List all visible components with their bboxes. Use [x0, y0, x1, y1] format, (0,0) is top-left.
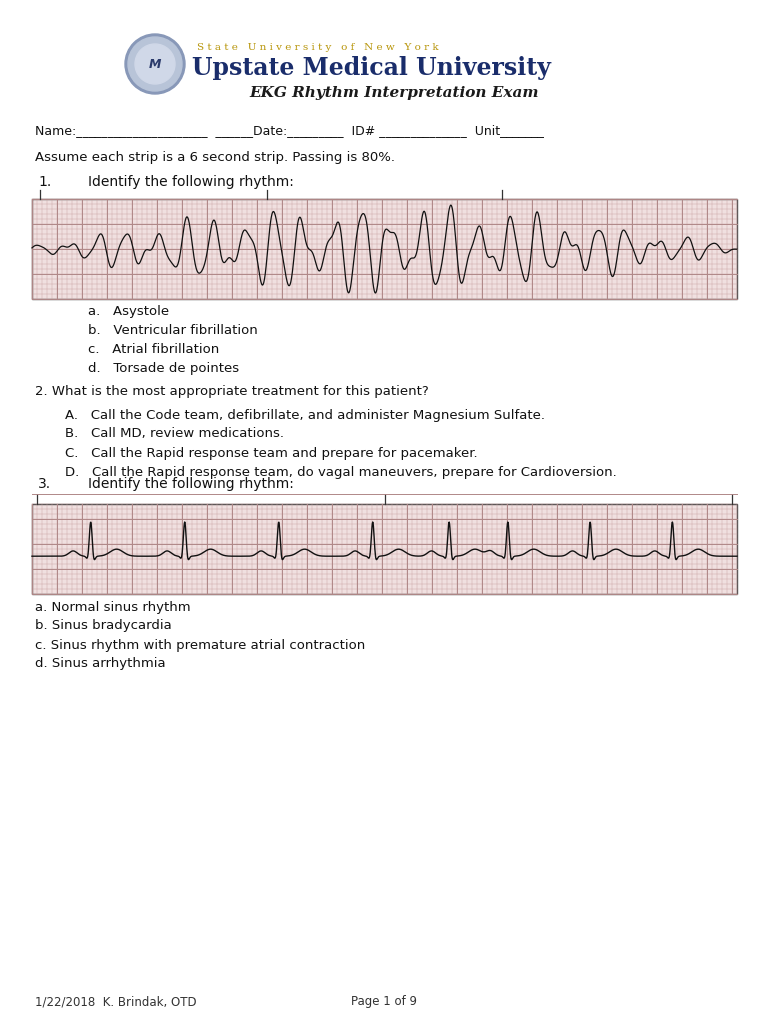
Text: 3.: 3.	[38, 477, 51, 490]
Text: Identify the following rhythm:: Identify the following rhythm:	[88, 477, 294, 490]
Text: d. Sinus arrhythmia: d. Sinus arrhythmia	[35, 657, 166, 671]
Circle shape	[135, 44, 175, 84]
Circle shape	[128, 37, 182, 91]
Text: M: M	[149, 57, 161, 71]
Text: Upstate Medical University: Upstate Medical University	[192, 56, 551, 80]
Circle shape	[125, 34, 185, 94]
Text: EKG Rhythm Interpretation Exam: EKG Rhythm Interpretation Exam	[250, 86, 538, 100]
Text: D.   Call the Rapid response team, do vagal maneuvers, prepare for Cardioversion: D. Call the Rapid response team, do vaga…	[65, 466, 617, 478]
Text: 2. What is the most appropriate treatment for this patient?: 2. What is the most appropriate treatmen…	[35, 385, 429, 398]
Text: A.   Call the Code team, defibrillate, and administer Magnesium Sulfate.: A. Call the Code team, defibrillate, and…	[65, 409, 545, 422]
Text: C.   Call the Rapid response team and prepare for pacemaker.: C. Call the Rapid response team and prep…	[65, 446, 478, 460]
Text: S t a t e   U n i v e r s i t y   o f   N e w   Y o r k: S t a t e U n i v e r s i t y o f N e w …	[197, 43, 439, 52]
Text: Assume each strip is a 6 second strip. Passing is 80%.: Assume each strip is a 6 second strip. P…	[35, 152, 395, 165]
Text: b.   Ventricular fibrillation: b. Ventricular fibrillation	[88, 324, 258, 337]
Text: 1.: 1.	[38, 175, 51, 189]
Text: b. Sinus bradycardia: b. Sinus bradycardia	[35, 620, 172, 633]
Text: Page 1 of 9: Page 1 of 9	[351, 995, 417, 1009]
Text: Identify the following rhythm:: Identify the following rhythm:	[88, 175, 294, 189]
Text: 1/22/2018  K. Brindak, OTD: 1/22/2018 K. Brindak, OTD	[35, 995, 197, 1009]
Text: c.   Atrial fibrillation: c. Atrial fibrillation	[88, 342, 219, 355]
Text: B.   Call MD, review medications.: B. Call MD, review medications.	[65, 427, 284, 440]
Text: a.   Asystole: a. Asystole	[88, 304, 169, 317]
Text: d.   Torsade de pointes: d. Torsade de pointes	[88, 361, 239, 375]
Text: a. Normal sinus rhythm: a. Normal sinus rhythm	[35, 600, 190, 613]
Text: c. Sinus rhythm with premature atrial contraction: c. Sinus rhythm with premature atrial co…	[35, 639, 366, 651]
Text: Name:_____________________  ______Date:_________  ID# ______________  Unit______: Name:_____________________ ______Date:__…	[35, 125, 544, 137]
Bar	[32, 504, 737, 594]
Bar	[32, 199, 737, 299]
